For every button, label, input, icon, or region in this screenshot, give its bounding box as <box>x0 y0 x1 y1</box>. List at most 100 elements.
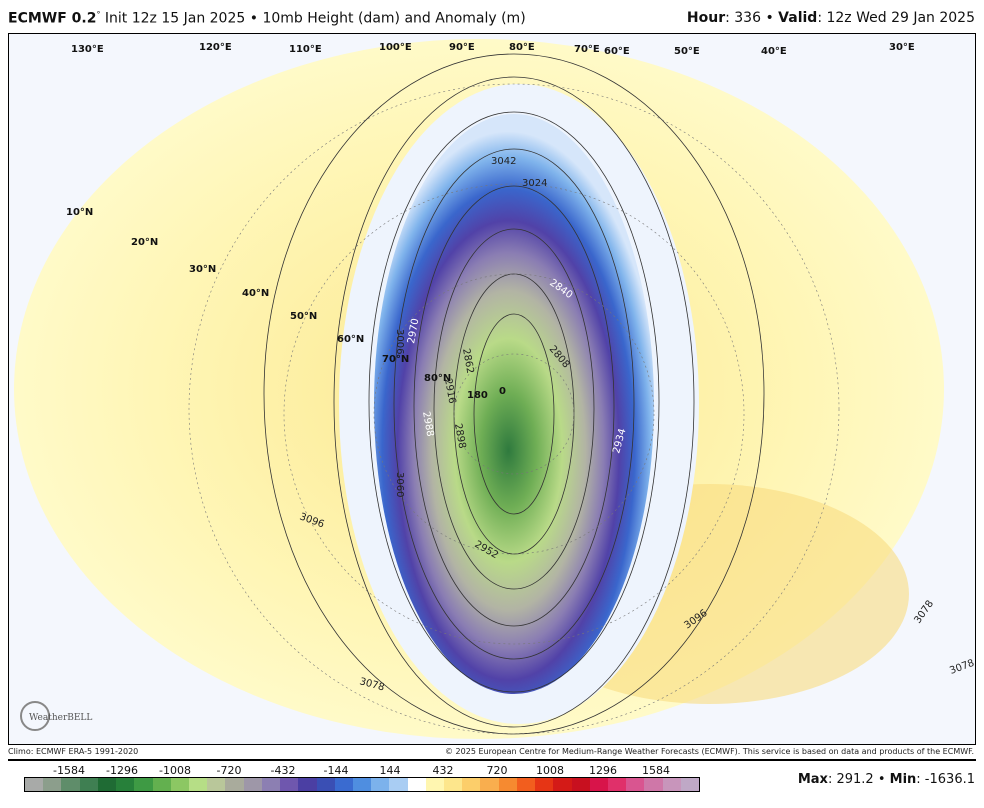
colorbar-swatch <box>170 778 189 791</box>
colorbar-swatch <box>79 778 98 791</box>
map-title: ECMWF 0.2° Init 12z 15 Jan 2025 • 10mb H… <box>8 10 526 27</box>
lon-label: 60°E <box>604 46 630 57</box>
pole-label: 0 <box>499 386 506 397</box>
colorbar-swatch <box>25 778 44 791</box>
colorbar-swatch <box>662 778 681 791</box>
colorbar-swatch <box>261 778 281 791</box>
lat-label: 20°N <box>131 237 158 248</box>
colorbar-swatch <box>462 778 481 791</box>
colorbar-tick-label: -144 <box>323 764 349 777</box>
lon-label: 100°E <box>379 42 412 53</box>
contour-label: 3006 <box>394 329 405 354</box>
colorbar <box>24 777 700 792</box>
colorbar-swatch <box>553 778 572 791</box>
lat-label: 80°N <box>424 373 451 384</box>
colorbar-swatch <box>498 778 517 791</box>
colorbar-swatch <box>480 778 499 791</box>
max-min-readout: Max: 291.2 • Min: -1636.1 <box>797 772 975 787</box>
colorbar-swatch <box>352 778 372 791</box>
lon-label: 30°E <box>889 42 915 53</box>
min-value: : -1636.1 <box>916 772 975 787</box>
height-contours <box>263 53 765 735</box>
valid-date: : 12z Wed 29 Jan 2025 <box>817 10 975 26</box>
lat-label: 10°N <box>66 207 93 218</box>
lon-label: 50°E <box>674 46 700 57</box>
contour-label: 3024 <box>522 178 547 189</box>
colorbar-swatch <box>207 778 226 791</box>
colorbar-swatch <box>407 778 426 791</box>
colorbar-swatch <box>225 778 244 791</box>
colorbar-tick-label: 1008 <box>536 764 564 777</box>
contour-label: 2988 <box>420 411 435 438</box>
contour-label: 2916 <box>442 378 457 405</box>
init-time: Init 12z 15 Jan 2025 <box>104 10 246 27</box>
contour-label: 2862 <box>460 348 475 375</box>
contour-label: 2970 <box>406 318 421 345</box>
colorbar-swatch <box>243 778 262 791</box>
colorbar-swatch <box>589 778 608 791</box>
contour-label: 3060 <box>394 472 405 497</box>
colorbar-swatch <box>626 778 645 791</box>
map-canvas: 10°N 20°N 30°N 40°N 50°N 60°N 70°N 80°N … <box>14 39 975 739</box>
colorbar-swatch <box>571 778 590 791</box>
lon-label: 80°E <box>509 42 535 53</box>
colorbar-swatch <box>516 778 536 791</box>
copyright-notice: © 2025 European Centre for Medium-Range … <box>445 747 974 756</box>
colorbar-swatch <box>644 778 663 791</box>
lon-label: 130°E <box>71 44 104 55</box>
colorbar-swatch <box>444 778 463 791</box>
climo-credit: Climo: ECMWF ERA-5 1991-2020 <box>8 747 139 756</box>
colorbar-swatch <box>425 778 445 791</box>
longitude-labels: 130°E 120°E 110°E 100°E 90°E 80°E 70°E 6… <box>71 42 915 57</box>
lon-label: 90°E <box>449 42 475 53</box>
colorbar-tick-label: -1584 <box>53 764 85 777</box>
colorbar-tick-label: 432 <box>432 764 454 777</box>
colorbar-tick-label: -432 <box>270 764 296 777</box>
colorbar-tick-label: -720 <box>216 764 242 777</box>
colorbar-swatch <box>280 778 299 791</box>
lat-label: 70°N <box>382 354 409 365</box>
colorbar-swatch <box>134 778 153 791</box>
latitude-labels: 10°N 20°N 30°N 40°N 50°N 60°N 70°N 80°N … <box>66 207 506 401</box>
colorbar-swatch <box>316 778 335 791</box>
colorbar-tick-label: -1008 <box>159 764 191 777</box>
lat-label: 30°N <box>189 264 216 275</box>
max-value: : 291.2 <box>827 772 874 787</box>
colorbar-swatch <box>43 778 62 791</box>
colorbar-tick-label: 720 <box>486 764 508 777</box>
product-name: 10mb Height (dam) and Anomaly (m) <box>262 10 526 27</box>
svg-text:WeatherBELL: WeatherBELL <box>29 713 92 723</box>
colorbar-tick-label: 144 <box>379 764 401 777</box>
lat-label: 50°N <box>290 311 317 322</box>
colorbar-swatch <box>298 778 317 791</box>
contour-label: 3078 <box>912 599 936 626</box>
contour-label: 2898 <box>452 423 467 450</box>
graticule <box>188 83 840 735</box>
contour-label: 3042 <box>491 156 516 167</box>
model-name: ECMWF 0.2 <box>8 10 97 27</box>
valid-time: Hour: 336 • Valid: 12z Wed 29 Jan 2025 <box>686 10 975 26</box>
lon-label: 70°E <box>574 44 600 55</box>
lat-label: 40°N <box>242 288 269 299</box>
forecast-hour: : 336 <box>725 10 761 26</box>
colorbar-tick-label: 1296 <box>589 764 617 777</box>
colorbar-swatch <box>535 778 554 791</box>
colorbar-swatch <box>608 778 627 791</box>
colorbar-swatch <box>97 778 117 791</box>
colorbar-swatch <box>334 778 353 791</box>
colorbar-swatch <box>152 778 171 791</box>
polar-vortex <box>374 114 654 694</box>
colorbar-swatch <box>371 778 390 791</box>
lat-label: 60°N <box>337 334 364 345</box>
lon-label: 120°E <box>199 42 232 53</box>
colorbar-swatch <box>188 778 208 791</box>
lon-label: 110°E <box>289 44 322 55</box>
weather-map[interactable]: 10°N 20°N 30°N 40°N 50°N 60°N 70°N 80°N … <box>8 33 976 745</box>
divider <box>8 759 976 761</box>
pole-label: 180 <box>467 390 488 401</box>
lon-label: 40°E <box>761 46 787 57</box>
colorbar-tick-label: -1296 <box>106 764 138 777</box>
contour-label: 3078 <box>948 658 975 677</box>
weatherbell-logo: WeatherBELL <box>20 701 92 731</box>
colorbar-tick-label: 1584 <box>642 764 670 777</box>
